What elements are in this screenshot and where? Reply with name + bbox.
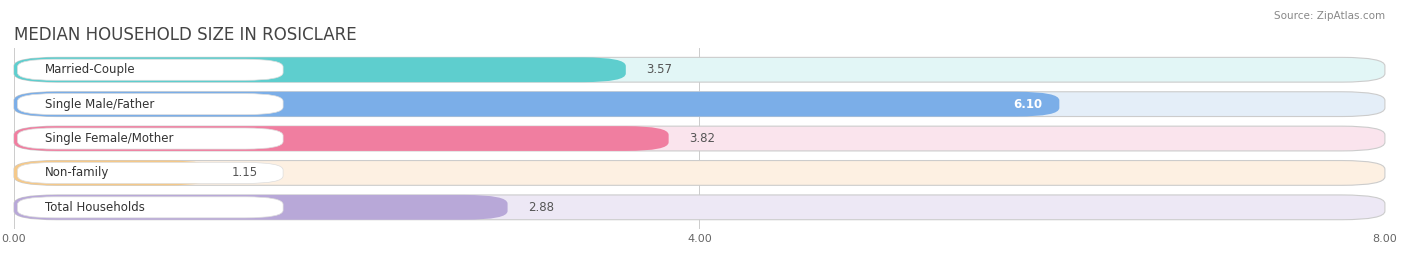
FancyBboxPatch shape: [14, 57, 626, 82]
FancyBboxPatch shape: [17, 94, 283, 115]
FancyBboxPatch shape: [17, 128, 283, 149]
Text: Source: ZipAtlas.com: Source: ZipAtlas.com: [1274, 11, 1385, 21]
Text: Total Households: Total Households: [45, 201, 145, 214]
FancyBboxPatch shape: [14, 92, 1385, 116]
FancyBboxPatch shape: [14, 57, 1385, 82]
FancyBboxPatch shape: [14, 126, 669, 151]
Text: 3.57: 3.57: [647, 63, 672, 76]
Text: Non-family: Non-family: [45, 167, 110, 179]
Text: 2.88: 2.88: [529, 201, 554, 214]
FancyBboxPatch shape: [14, 126, 1385, 151]
FancyBboxPatch shape: [17, 59, 283, 80]
FancyBboxPatch shape: [14, 161, 1385, 185]
Text: Married-Couple: Married-Couple: [45, 63, 135, 76]
FancyBboxPatch shape: [14, 92, 1059, 116]
FancyBboxPatch shape: [14, 161, 211, 185]
Text: 1.15: 1.15: [232, 167, 257, 179]
FancyBboxPatch shape: [17, 197, 283, 218]
Text: MEDIAN HOUSEHOLD SIZE IN ROSICLARE: MEDIAN HOUSEHOLD SIZE IN ROSICLARE: [14, 26, 357, 44]
Text: Single Male/Father: Single Male/Father: [45, 98, 155, 111]
FancyBboxPatch shape: [17, 162, 283, 183]
FancyBboxPatch shape: [14, 195, 508, 220]
Text: 6.10: 6.10: [1014, 98, 1042, 111]
FancyBboxPatch shape: [14, 195, 1385, 220]
Text: 3.82: 3.82: [689, 132, 716, 145]
Text: Single Female/Mother: Single Female/Mother: [45, 132, 173, 145]
